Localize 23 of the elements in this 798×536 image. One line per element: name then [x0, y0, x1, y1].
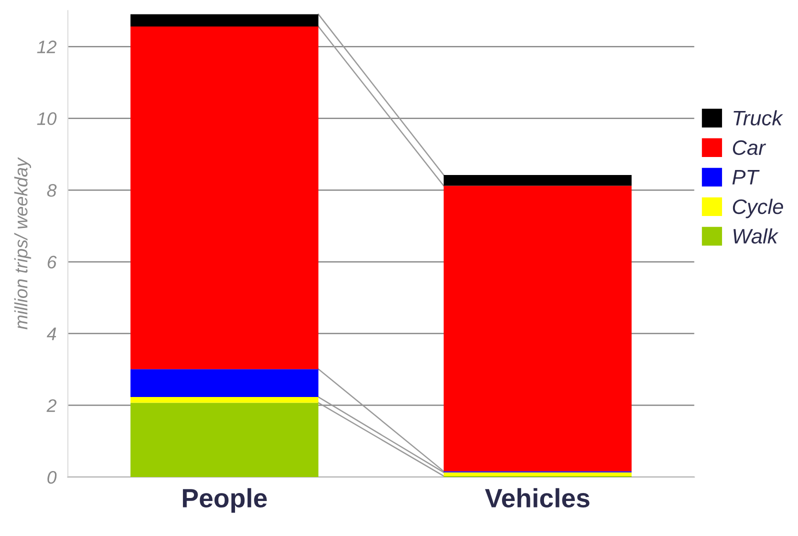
- bar: [444, 472, 632, 476]
- y-tick-label: 8: [47, 184, 57, 197]
- y-tick-label: 12: [37, 40, 56, 54]
- bar: [130, 26, 318, 370]
- y-tick-label: 0: [47, 470, 57, 484]
- legend-label: PT: [732, 170, 760, 184]
- x-tick-label: People: [182, 488, 267, 513]
- bar: [130, 14, 318, 27]
- y-tick-label: 4: [46, 328, 56, 340]
- bar: [130, 402, 318, 478]
- x-tick-label: Vehicles: [485, 488, 590, 508]
- legend-label: Cycle: [732, 198, 784, 218]
- y-tick-label: 10: [37, 112, 57, 126]
- bar: [444, 186, 632, 472]
- legend-label: Car: [732, 140, 766, 156]
- bar: [130, 369, 318, 398]
- bar: [444, 175, 632, 186]
- y-tick-label: 6: [48, 256, 57, 269]
- y-tick-label: 2: [46, 399, 56, 412]
- bar: [130, 397, 318, 403]
- legend-label: Walk: [734, 228, 779, 244]
- legend-label: Truck: [734, 110, 784, 126]
- y-axis-title: million trips/ weekday: [14, 157, 32, 330]
